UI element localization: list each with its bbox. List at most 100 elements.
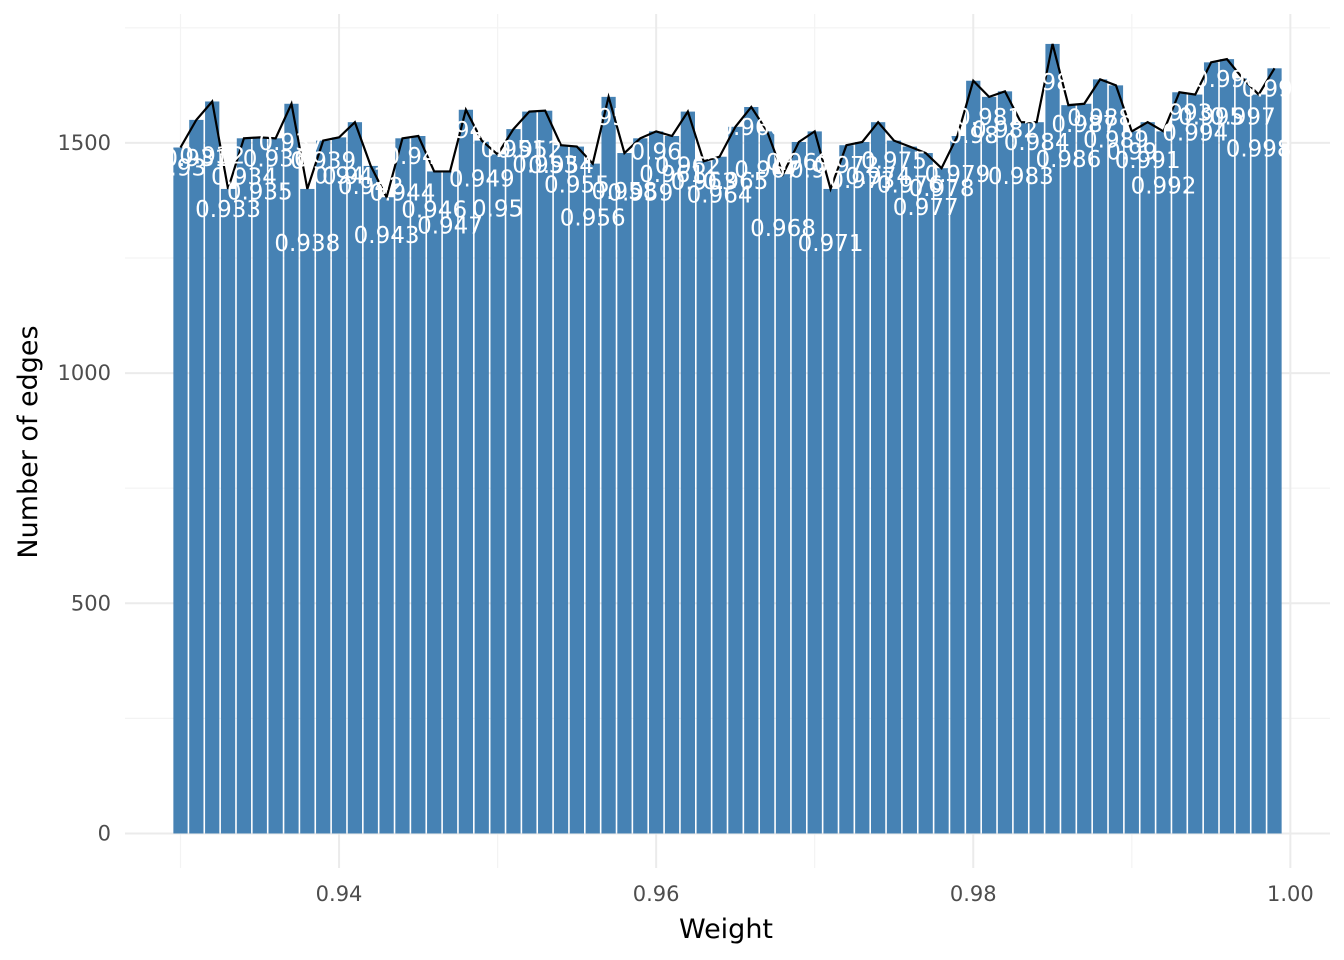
y-tick-label: 1000 [58,361,111,385]
histogram-bar [886,140,902,834]
histogram-bar [1108,85,1124,834]
bar-label: 0.944 [370,180,436,206]
histogram-bar [538,110,553,834]
histogram-bar [712,156,727,834]
bar-label: 0.975 [861,149,927,175]
bar-label: 0.972 [813,153,879,179]
histogram-bar [950,136,965,834]
histogram-bar [284,103,299,834]
histogram-bar [474,140,489,834]
bar-label: 0.947 [417,213,483,239]
histogram-bar [236,138,252,834]
histogram-bar [1156,131,1171,834]
histogram-bar [601,96,616,834]
x-tick-label: 0.98 [950,882,997,906]
histogram-bar [506,129,521,834]
histogram-bar [347,122,363,834]
histogram-bar [617,153,632,834]
bar-label: 0.987 [1051,112,1117,138]
histogram-bar [252,137,267,834]
histogram-bar [1092,79,1108,834]
histogram-bar [522,111,537,834]
bar-label: 0.938 [274,231,340,257]
bar-label: 0.982 [972,117,1038,143]
bar-label: 0.966 [718,115,784,141]
histogram-bar [220,188,236,834]
histogram-bar [1203,62,1219,834]
bar-label: 0.968 [750,216,816,242]
histogram-bar [569,146,585,834]
axis-ticks: 0.94 0.96 0.98 1.00 0 500 1000 1500 [58,131,1314,906]
bar-label: 0.979 [924,162,990,188]
histogram-bar [268,138,283,834]
bar-label: 0.983 [988,164,1054,190]
bar-label: 0.98 [948,123,999,149]
bar-label: 0.945 [385,144,451,170]
bar-label: 0.992 [1131,173,1197,199]
histogram-bar [379,197,394,834]
histogram-bar [791,141,806,834]
bar-label: 0.967 [734,157,800,183]
bar-label: 0.962 [655,154,721,180]
bar-label: 0.99 [1106,139,1157,165]
histogram-bar [1045,43,1060,834]
histogram-bar [696,161,711,834]
y-axis-title: Number of edges [13,325,44,558]
histogram-bar [1219,59,1235,834]
histogram-bar [585,163,600,834]
bar-label: 0.94 [313,163,364,189]
bar-label: 0.931 [163,146,229,172]
bar-label: 0.964 [687,183,753,209]
bar-label: 0.989 [1083,127,1149,153]
bar-label: 0.996 [1194,67,1260,93]
bar-label: 0.973 [829,168,895,194]
histogram-bar [395,138,410,834]
bar-label: 0.977 [893,195,959,221]
trend-line-layer [179,43,1276,201]
bar-label: 0.96 [631,139,682,165]
bar-label: 0.97 [789,157,840,183]
histogram-bar [490,154,505,834]
histogram-bar [1061,105,1076,834]
bar-label: 0.998 [1226,137,1292,163]
histogram-bar [934,168,949,834]
bar-label: 0.988 [1067,105,1133,131]
bar-label: 0.941 [322,164,388,190]
bar-label: 0.932 [179,143,245,169]
histogram-bar [1235,78,1250,834]
histogram-bar [1013,122,1028,834]
bar-label: 0.995 [1178,104,1244,130]
bar-label: 0.935 [227,179,293,205]
histogram-bar [205,101,220,834]
bar-label: 0.971 [798,231,864,257]
bar-label: 0.953 [512,153,578,179]
bar-label: 0.961 [639,162,705,188]
histogram-bar [918,153,933,834]
bar-label: 0.936 [243,146,309,172]
bar-label: 0.948 [433,118,499,144]
histogram-bar [316,140,331,834]
bar-label: 0.976 [877,173,943,199]
bar-label: 0.952 [496,138,562,164]
histogram-bar [363,165,378,834]
x-axis-title: Weight [679,914,773,945]
histogram-bar [1188,94,1203,834]
histogram-bar [775,174,791,834]
bar-label: 0.999 [1242,76,1308,102]
histogram-bar [1267,68,1282,834]
histogram-bar [649,131,664,834]
histogram-bar [744,106,759,834]
histogram-bar [981,96,997,834]
histogram-bar [664,136,680,834]
bar-label: 0.984 [1004,130,1070,156]
bar-label: 0.933 [195,197,261,223]
histogram-bar [633,138,648,834]
bar-label: 0.978 [909,176,975,202]
bar-label: 0.939 [290,149,356,175]
bar-label: 0.997 [1210,104,1276,130]
bars [173,43,1282,834]
bar-label: 0.949 [449,167,515,193]
histogram-bar [966,80,981,834]
bar-label: 0.958 [592,179,658,205]
